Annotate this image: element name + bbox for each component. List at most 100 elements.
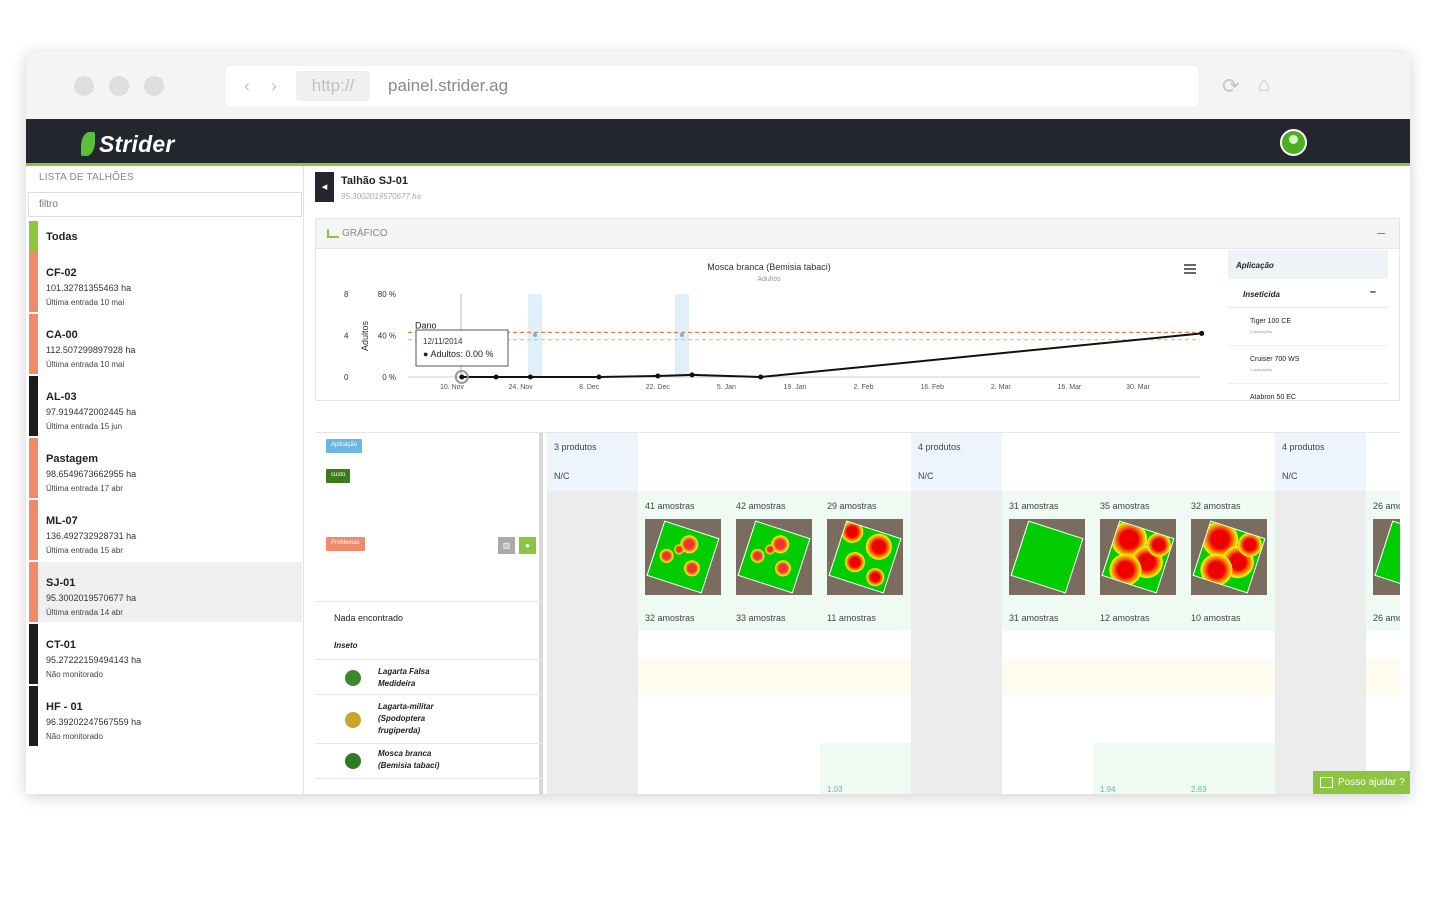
heatmap-thumbnail[interactable] (1100, 519, 1176, 595)
timeline-grid: Aplicação custo Problemas ▥ ● Nada encon… (315, 432, 1400, 794)
collapse-button[interactable]: – (1377, 224, 1385, 240)
browser-window: ‹ › http:// painel.strider.ag ⟳ ⌂ Stride… (26, 52, 1410, 794)
field-last-entry: Última entrada 14 abr (46, 608, 123, 617)
field-item[interactable]: CT-01 95.27222159494143 ha Não monitorad… (29, 624, 302, 684)
field-item-all[interactable]: Todas (29, 221, 302, 252)
x-tick-label: 8. Dec (579, 384, 600, 391)
field-status-bar (29, 500, 38, 560)
application-column[interactable]: 4 produtos N/C (911, 433, 1002, 794)
filter-input[interactable] (28, 192, 302, 217)
samples-top: 42 amostras (736, 501, 786, 511)
field-name: AL-03 (46, 391, 77, 403)
application-column[interactable]: 4 produtos N/C (1275, 433, 1366, 794)
strider-logo[interactable]: Strider (81, 131, 175, 158)
field-name: CF-02 (46, 267, 77, 279)
category-label: Inseto (334, 641, 358, 650)
field-status-bar (29, 562, 38, 622)
y-tick-label: 4 (344, 332, 349, 341)
caterpillar-icon (345, 670, 361, 686)
heatmap-thumbnail[interactable] (1191, 519, 1267, 595)
pest-row[interactable]: Lagarta Falsa Medideira (315, 659, 543, 694)
window-maximize-dot[interactable] (144, 76, 164, 96)
pest-row[interactable]: Mosca branca (Bemisia tabaci) (315, 743, 543, 778)
field-item[interactable]: CF-02 101.32781355463 ha Última entrada … (29, 252, 302, 312)
address-bar[interactable]: ‹ › http:// painel.strider.ag (226, 66, 1198, 106)
sample-column[interactable]: 35 amostras 12 amostras 1.94 (1093, 433, 1184, 794)
application-marker (533, 333, 537, 337)
product-item[interactable]: Atabron 50 EC (1228, 384, 1388, 402)
chart-menu-icon[interactable] (1184, 264, 1196, 276)
field-status-bar (29, 624, 38, 684)
application-header[interactable]: Aplicação (1228, 250, 1388, 279)
insecticide-group[interactable]: Inseticida – (1228, 279, 1388, 308)
x-tick-label: 16. Feb (920, 384, 944, 391)
application-tag: Aplicação (326, 439, 363, 453)
heatmap-thumbnail[interactable] (645, 519, 721, 595)
field-area: 101.32781355463 ha (46, 283, 132, 293)
sample-column[interactable]: 42 amostras 33 amostras (729, 433, 820, 794)
heatmap-thumbnail[interactable] (1009, 519, 1085, 595)
cost-value: N/C (1282, 471, 1298, 481)
field-item[interactable]: AL-03 97.9194472002445 ha Última entrada… (29, 376, 302, 436)
reload-icon[interactable]: ⟳ (1222, 75, 1240, 98)
application-marker (680, 333, 684, 337)
field-item[interactable]: Pastagem 98.6549673662955 ha Última entr… (29, 438, 302, 498)
cost-tag: custo (326, 469, 351, 483)
collapse-icon[interactable]: – (1369, 286, 1376, 298)
insecticide-label: Inseticida (1243, 290, 1280, 299)
y-axis-label: Adultos (360, 320, 370, 351)
sample-column[interactable]: 41 amostras 32 amostras (638, 433, 729, 794)
heatmap-thumbnail[interactable] (827, 519, 903, 595)
brand-name: Strider (99, 131, 175, 157)
product-count: 1 aplicações (1250, 367, 1273, 372)
heatmap-thumbnail[interactable] (736, 519, 812, 595)
sample-column[interactable]: 31 amostras 31 amostras (1002, 433, 1093, 794)
map-view-icon[interactable]: ● (519, 537, 536, 554)
heatmap-thumbnail[interactable] (1373, 519, 1400, 595)
field-area: 97.9194472002445 ha (46, 407, 137, 417)
pest-row[interactable]: Lagarta-militar (Spodoptera frugiperda) (315, 694, 543, 743)
field-status-bar (29, 221, 38, 252)
pest-value: 1.94 (1100, 785, 1116, 794)
hover-marker (454, 370, 469, 384)
sample-column[interactable]: 26 amostras 26 amostras (1366, 433, 1400, 794)
nothing-found-label: Nada encontrado (334, 613, 404, 623)
sample-column[interactable]: 32 amostras 10 amostras 2.63 (1184, 433, 1275, 794)
window-minimize-dot[interactable] (109, 76, 129, 96)
application-column[interactable]: 3 produtos N/C (547, 433, 638, 794)
back-button[interactable]: ◂ (315, 172, 334, 202)
samples-bottom: 31 amostras (1009, 613, 1059, 623)
chart-panel-label: GRÁFICO (342, 228, 388, 239)
field-item[interactable]: CA-00 112.507299897928 ha Última entrada… (29, 314, 302, 374)
url-host[interactable]: painel.strider.ag (388, 76, 509, 95)
back-forward-icons[interactable]: ‹ › (244, 76, 285, 96)
chart-view-icon[interactable]: ▥ (498, 537, 515, 554)
user-avatar[interactable] (1280, 129, 1307, 156)
product-item[interactable]: Tiger 100 CE 2 aplicações (1228, 308, 1388, 346)
samples-bottom: 10 amostras (1191, 613, 1241, 623)
field-item[interactable]: ML-07 136.492732928731 ha Última entrada… (29, 500, 302, 560)
pest-name: Lagarta Falsa Medideira (378, 667, 430, 688)
home-icon[interactable]: ⌂ (1258, 74, 1271, 96)
sample-column[interactable]: 29 amostras 11 amostras 1.03 (820, 433, 911, 794)
field-item[interactable]: HF - 01 96.39202247567559 ha Não monitor… (29, 686, 302, 746)
chart-subtitle: Adultos (757, 276, 781, 283)
product-item[interactable]: Cruiser 700 WS 1 aplicações (1228, 346, 1388, 384)
field-last-entry: Última entrada 15 jun (46, 422, 123, 431)
window-close-dot[interactable] (74, 76, 94, 96)
y-tick-label-pct: 80 % (378, 290, 396, 299)
field-area: 95.3002019570677 ha (46, 593, 137, 603)
help-button[interactable]: Posso ajudar ? (1313, 771, 1410, 794)
samples-top: 29 amostras (827, 501, 877, 511)
chart-panel-header[interactable]: GRÁFICO – (316, 219, 1399, 249)
y-tick-label: 0 (344, 373, 349, 382)
data-point (459, 374, 465, 380)
pest-name: Lagarta-militar (Spodoptera frugiperda) (378, 702, 434, 735)
x-tick-label: 30. Mar (1126, 384, 1150, 391)
data-point (493, 374, 499, 380)
field-item[interactable]: SJ-01 95.3002019570677 ha Última entrada… (29, 562, 302, 622)
field-name: SJ-01 (46, 577, 76, 589)
tooltip-date: 12/11/2014 (423, 337, 463, 346)
product-name: Cruiser 700 WS (1250, 356, 1300, 363)
